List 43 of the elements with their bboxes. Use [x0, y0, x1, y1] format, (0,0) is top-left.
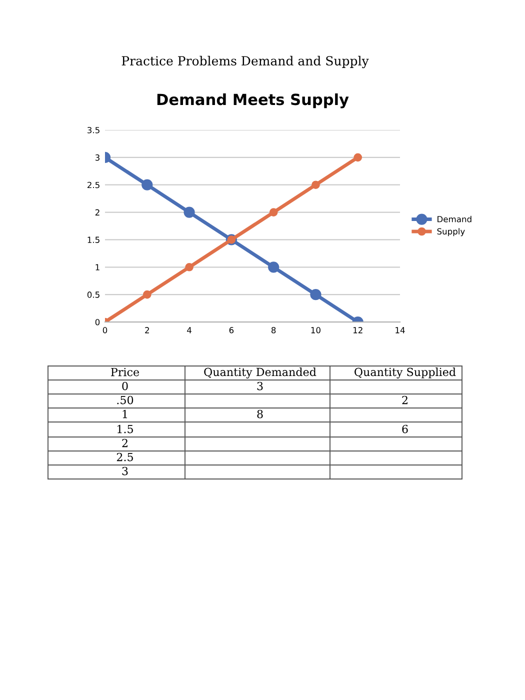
- y-tick-label: 0.5: [87, 292, 100, 298]
- point: [142, 290, 152, 299]
- text: 6: [402, 424, 408, 434]
- x-tick-label: 2: [145, 327, 149, 334]
- y-tick-label: 1.5: [88, 236, 100, 243]
- text: Practice Problems Demand and Supply: [122, 56, 369, 68]
- text: 3: [122, 466, 128, 476]
- y-tick-label: 2: [95, 209, 100, 216]
- x-tick-label: 0: [102, 327, 108, 334]
- point: [269, 208, 278, 216]
- x-tick-label: 4: [187, 327, 192, 334]
- text: Quantity Demanded: [204, 368, 316, 378]
- text: 1: [122, 410, 127, 418]
- text: 2.5: [116, 452, 133, 462]
- text: Price: [111, 368, 140, 376]
- point: [354, 153, 362, 162]
- text: 0: [122, 382, 128, 390]
- text: 8: [257, 410, 263, 418]
- x-tick-label: 10: [311, 327, 320, 334]
- text: 3: [257, 382, 263, 390]
- y-tick-label: 2.5: [87, 182, 100, 188]
- point: [184, 206, 195, 218]
- y-tick-label: 3.5: [88, 126, 100, 134]
- x-tick-label: 6: [229, 327, 234, 334]
- point: [185, 262, 194, 272]
- text: 2: [122, 438, 128, 448]
- text: Quantity Supplied: [354, 368, 456, 378]
- text: .50: [117, 396, 134, 404]
- x-tick-label: 14: [396, 327, 405, 334]
- text: 1.5: [118, 424, 133, 434]
- y-tick-label: 1: [96, 264, 100, 270]
- y-tick-label: 0: [95, 318, 100, 326]
- legend-label: Supply: [437, 228, 465, 236]
- point: [312, 180, 320, 190]
- legend-label: Demand: [438, 216, 472, 222]
- x-tick-label: 8: [271, 327, 276, 334]
- point: [142, 179, 153, 190]
- point: [268, 262, 280, 273]
- x-tick-label: 12: [353, 327, 362, 334]
- y-tick-label: 3: [95, 154, 100, 161]
- chart-title: Demand Meets Supply: [157, 93, 349, 108]
- point: [310, 289, 322, 300]
- text: 2: [402, 396, 408, 404]
